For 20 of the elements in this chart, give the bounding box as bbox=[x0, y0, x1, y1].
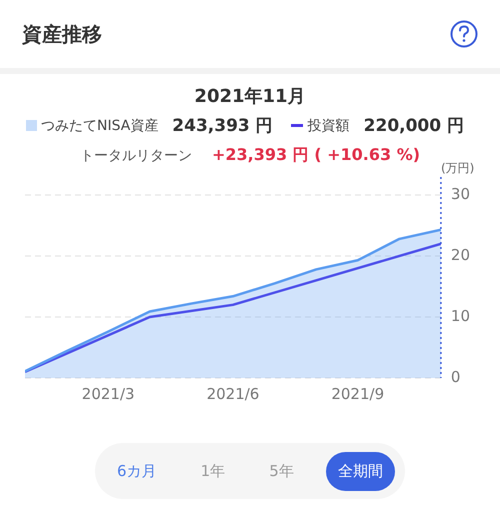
y-tick-label: 20 bbox=[450, 246, 470, 264]
text: 6カ月 bbox=[116, 460, 158, 482]
text: 220,000 円 bbox=[364, 115, 464, 137]
chart-title: 資産推移 bbox=[22, 20, 102, 48]
y-tick-label: 0 bbox=[450, 368, 460, 386]
y-tick-label: 30 bbox=[450, 184, 470, 203]
text: 243,393 円 bbox=[172, 115, 273, 137]
x-tick-label: 2021/3 bbox=[82, 384, 135, 403]
text: 5年 bbox=[268, 460, 295, 482]
text: トータルリターン bbox=[80, 146, 192, 164]
x-tick-label: 2021/6 bbox=[206, 384, 260, 403]
legend-label: つみたてNISA資産 bbox=[40, 116, 158, 134]
text: 1年 bbox=[200, 460, 226, 482]
chart-subtitle: 2021年11月 bbox=[193, 85, 307, 108]
text: 全期間 bbox=[326, 452, 395, 490]
text: +23,393 円 ( +10.63 %) bbox=[212, 145, 420, 166]
legend-label: 投資額 bbox=[308, 116, 350, 134]
x-tick-label: 2021/9 bbox=[331, 384, 384, 403]
y-axis-title: (万円) bbox=[441, 160, 474, 177]
y-tick-label: 10 bbox=[450, 306, 470, 325]
